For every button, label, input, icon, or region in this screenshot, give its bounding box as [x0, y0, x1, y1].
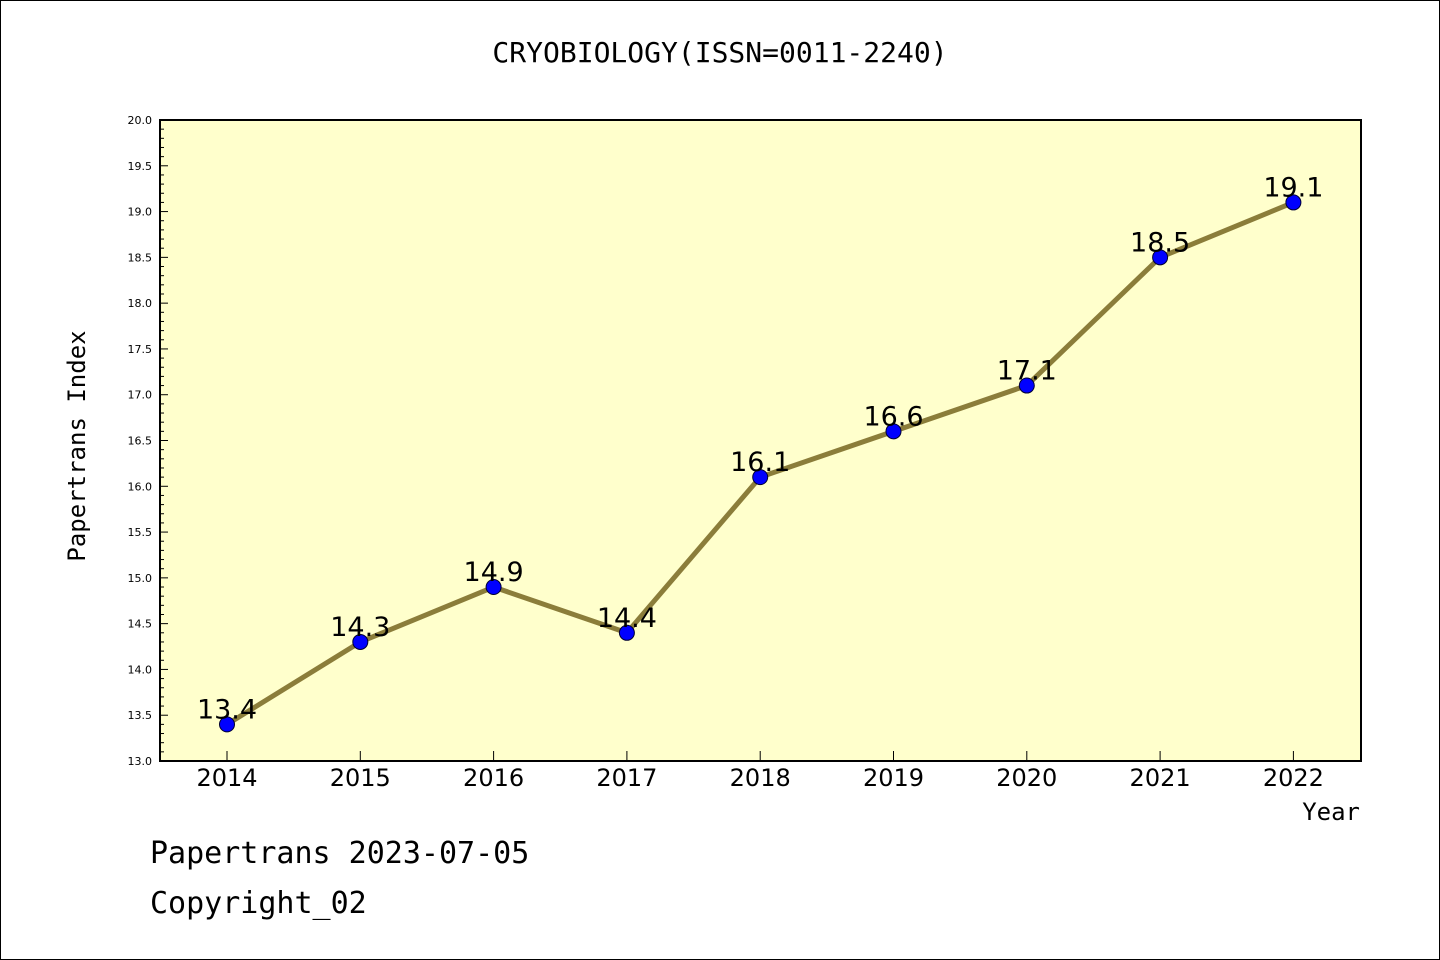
y-tick-label: 13.5: [128, 709, 153, 722]
y-tick-label: 17.5: [128, 343, 153, 356]
y-tick-label: 13.0: [128, 755, 153, 768]
data-label: 13.4: [197, 694, 257, 725]
y-axis: 13.0 13.5 14.0 14.5 15.0 15.5 16.0 16.5 17.0 17.5…: [128, 114, 168, 768]
data-point: [885, 423, 902, 440]
data-point: [485, 579, 502, 596]
x-tick-label: 2021: [1130, 764, 1191, 792]
x-tick-label: 2019: [863, 764, 924, 792]
data-labels-group: 13.4 14.3 14.9 14.4 16.1 16.6 17.1 18.5 19.1: [197, 172, 1324, 725]
x-tick-label: 2018: [730, 764, 791, 792]
y-tick-label: 14.0: [128, 663, 153, 676]
y-tick-label: 18.5: [128, 251, 153, 264]
y-tick-label: 20.0: [128, 114, 153, 127]
data-point: [352, 633, 369, 650]
data-label: 14.4: [597, 603, 657, 634]
y-tick-label: 19.0: [128, 206, 153, 219]
x-tick-label: 2022: [1263, 764, 1324, 792]
x-tick-label: 2015: [330, 764, 391, 792]
y-tick-label: 17.0: [128, 389, 153, 402]
data-label: 19.1: [1263, 172, 1323, 203]
y-axis-label: Papertrans Index: [63, 330, 91, 561]
markers-group: [219, 194, 1302, 733]
x-tick-label: 2017: [596, 764, 657, 792]
plot-area: [159, 119, 1362, 762]
footer-date: Papertrans 2023-07-05: [150, 836, 530, 871]
y-tick-label: 14.5: [128, 618, 153, 631]
x-tick-label: 2020: [996, 764, 1057, 792]
x-tick-label: 2016: [463, 764, 524, 792]
data-point: [219, 716, 235, 733]
data-point: [1285, 194, 1302, 211]
y-tick-label: 16.0: [128, 480, 153, 493]
x-axis: 2014 2015 2016 2017 2018 2019 2020 2021 2022: [196, 751, 1324, 792]
data-point: [752, 469, 769, 486]
y-tick-label: 18.0: [128, 297, 153, 310]
y-tick-label: 19.5: [128, 160, 153, 173]
data-label: 16.1: [730, 447, 790, 478]
data-label: 14.9: [464, 557, 524, 588]
x-axis-label: Year: [1302, 798, 1360, 826]
footer-copyright: Copyright_02: [150, 886, 367, 921]
x-tick-label: 2014: [196, 764, 257, 792]
y-tick-label: 15.5: [128, 526, 153, 539]
data-label: 17.1: [997, 356, 1057, 387]
data-label: 16.6: [863, 401, 923, 432]
data-point: [618, 624, 635, 641]
y-tick-label: 15.0: [128, 572, 153, 585]
data-label: 18.5: [1130, 227, 1190, 258]
chart-title: CRYOBIOLOGY(ISSN=0011-2240): [492, 36, 948, 69]
data-label: 14.3: [330, 612, 390, 643]
y-tick-label: 16.5: [128, 435, 153, 448]
data-point: [1152, 249, 1169, 266]
data-point: [1018, 377, 1035, 394]
